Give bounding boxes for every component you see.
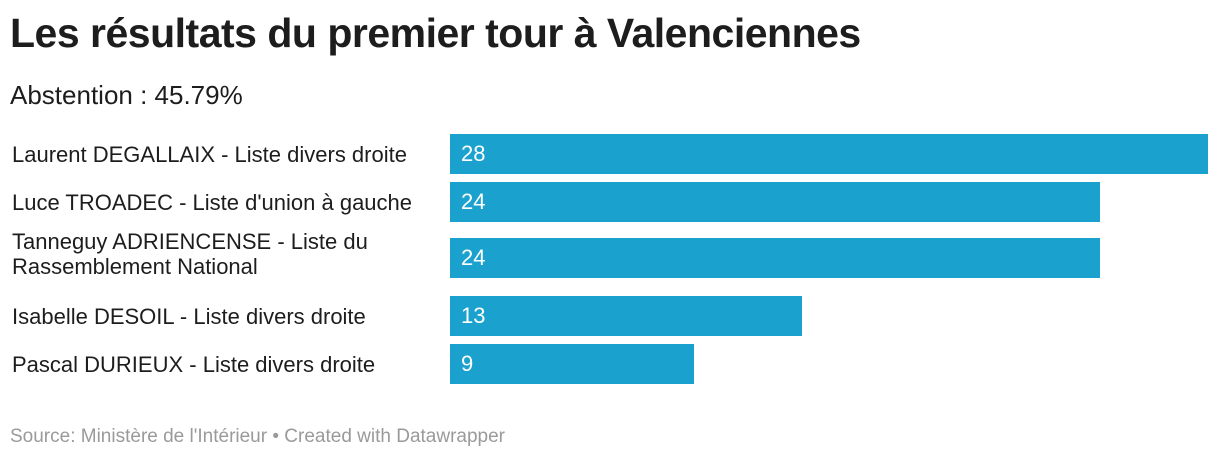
category-label: Pascal DURIEUX - Liste divers droite [12,351,376,377]
chart-title: Les résultats du premier tour à Valencie… [10,10,861,56]
category-label: Tanneguy ADRIENCENSE - Liste du Rassembl… [12,229,368,279]
bar: 28 [450,134,1208,174]
bar: 9 [450,344,694,384]
bar-value-label: 24 [461,189,486,214]
bar-value-label: 24 [461,245,486,270]
bar-value-label: 9 [461,351,474,376]
bar-value-label: 13 [461,303,486,328]
category-label: Luce TROADEC - Liste d'union à gauche [12,189,413,215]
bar: 24 [450,182,1100,222]
bar-chart: Laurent DEGALLAIX - Liste divers droite 2… [0,126,1220,392]
bar: 24 [450,238,1100,278]
category-label: Isabelle DESOIL - Liste divers droite [12,303,366,329]
category-label: Laurent DEGALLAIX - Liste divers droite [12,141,407,167]
source-footer: Source: Ministère de l'Intérieur • Creat… [10,426,506,447]
bar: 13 [450,296,802,336]
bar-value-label: 28 [461,141,486,166]
chart-subtitle: Abstention : 45.79% [10,80,243,110]
